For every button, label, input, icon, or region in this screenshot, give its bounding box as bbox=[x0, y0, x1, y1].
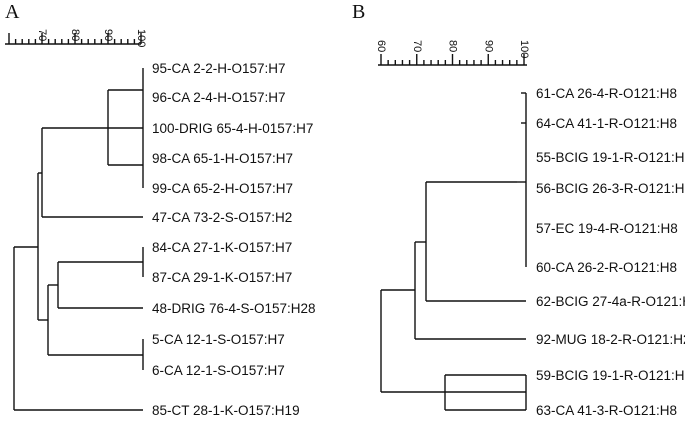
panel-b-leaf-label: 61-CA 26-4-R-O121:H8 bbox=[536, 86, 677, 101]
panel-b-leaf-label: 55-BCIG 19-1-R-O121:H8 bbox=[536, 150, 685, 165]
panel-a-tick-label: 70 bbox=[36, 29, 48, 41]
panel-b-letter: B bbox=[352, 1, 365, 23]
panel-b-leaf-label: 64-CA 41-1-R-O121:H8 bbox=[536, 116, 677, 131]
panel-b-leaf-label: 57-EC 19-4-R-O121:H8 bbox=[536, 221, 678, 236]
panel-a-letter: A bbox=[5, 1, 20, 23]
panel-b-leaf-label: 60-CA 26-2-R-O121:H8 bbox=[536, 260, 677, 275]
panel-a-leaf-label: 84-CA 27-1-K-O157:H7 bbox=[152, 240, 292, 255]
panel-b-leaf-label: 63-CA 41-3-R-O121:H8 bbox=[536, 403, 677, 418]
panel-a-tick-label: 90 bbox=[102, 29, 114, 41]
panel-b-tick-label: 60 bbox=[375, 40, 387, 52]
panel-b-tick-label: 70 bbox=[411, 40, 423, 52]
panel-a-tick-label: 100 bbox=[135, 29, 147, 47]
panel-a-leaf-label: 100-DRIG 65-4-H-0157:H7 bbox=[152, 121, 313, 136]
panel-a-leaf-label: 47-CA 73-2-S-O157:H2 bbox=[152, 210, 292, 225]
panel-b-leaf-label: 92-MUG 18-2-R-O121:H21 bbox=[536, 332, 685, 347]
panel-a-leaf-label: 96-CA 2-4-H-O157:H7 bbox=[152, 90, 286, 105]
panel-a-leaf-label: 95-CA 2-2-H-O157:H7 bbox=[152, 61, 286, 76]
panel-a-leaf-label: 87-CA 29-1-K-O157:H7 bbox=[152, 270, 292, 285]
panel-a-leaf-label: 85-CT 28-1-K-O157:H19 bbox=[152, 403, 300, 418]
panel-a-leaf-label: 5-CA 12-1-S-O157:H7 bbox=[152, 332, 285, 347]
panel-b-leaf-label: 62-BCIG 27-4a-R-O121:H8 bbox=[536, 294, 685, 309]
panel-b-tick-label: 80 bbox=[447, 40, 459, 52]
panel-b-tick-label: 90 bbox=[482, 40, 494, 52]
panel-a-leaf-label: 48-DRIG 76-4-S-O157:H28 bbox=[152, 301, 316, 316]
panel-a-leaf-label: 6-CA 12-1-S-O157:H7 bbox=[152, 363, 285, 378]
panel-a-leaf-label: 98-CA 65-1-H-O157:H7 bbox=[152, 151, 293, 166]
panel-b-tick-label: 100 bbox=[518, 40, 530, 58]
panel-b-leaf-label: 56-BCIG 26-3-R-O121:HNT bbox=[536, 181, 685, 196]
panel-a-tick-label: 80 bbox=[69, 29, 81, 41]
panel-a: A 70 80 90 100 95-CA 2-2-H-O157:H7 96-CA 2-4-H… bbox=[5, 1, 316, 418]
panel-a-leaf-label: 99-CA 65-2-H-O157:H7 bbox=[152, 181, 293, 196]
panel-b-leaf-label: 59-BCIG 19-1-R-O121:H8 bbox=[536, 368, 685, 383]
panel-b: B 60 70 80 90 100 61-CA 26-4-R-O121:H8 64-CA 41… bbox=[352, 1, 685, 418]
